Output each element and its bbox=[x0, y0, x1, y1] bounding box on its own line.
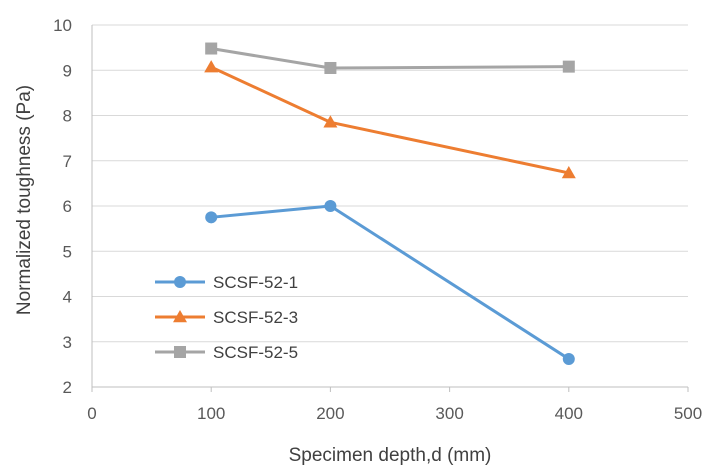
legend: SCSF-52-1 SCSF-52-3 SCSF-52-5 bbox=[155, 273, 298, 362]
legend-label: SCSF-52-5 bbox=[213, 343, 298, 362]
y-tick-label: 4 bbox=[63, 288, 72, 307]
axes bbox=[91, 25, 689, 392]
series-group bbox=[204, 42, 576, 365]
gridlines bbox=[92, 24, 688, 343]
series-SCSF-52-3 bbox=[204, 60, 576, 179]
data-point bbox=[324, 61, 337, 74]
series-SCSF-52-5 bbox=[205, 42, 575, 74]
y-tick-label: 2 bbox=[63, 378, 72, 397]
x-tick-label: 100 bbox=[197, 404, 225, 423]
data-point bbox=[324, 200, 337, 212]
data-point bbox=[205, 42, 218, 55]
y-axis-title: Normalized toughness (Pa) bbox=[14, 85, 35, 315]
legend-label: SCSF-52-1 bbox=[213, 273, 298, 292]
legend-item: SCSF-52-1 bbox=[155, 273, 298, 292]
data-point bbox=[323, 115, 338, 128]
data-point bbox=[561, 165, 576, 179]
series-line bbox=[210, 65, 570, 175]
x-tick-label: 200 bbox=[316, 404, 344, 423]
y-tick-label: 6 bbox=[63, 197, 72, 216]
x-tick-label: 300 bbox=[435, 404, 463, 423]
data-point bbox=[205, 211, 218, 224]
x-tick-label: 0 bbox=[87, 404, 96, 423]
legend-item: SCSF-52-5 bbox=[155, 343, 298, 362]
y-tick-label: 7 bbox=[63, 152, 72, 171]
series-line bbox=[210, 47, 569, 70]
data-point bbox=[562, 60, 575, 73]
data-point bbox=[204, 60, 219, 73]
x-axis-title: Specimen depth,d (mm) bbox=[289, 445, 492, 466]
x-tick-label: 400 bbox=[555, 404, 583, 423]
legend-marker bbox=[174, 346, 186, 358]
y-tick-label: 3 bbox=[63, 333, 72, 352]
y-tick-label: 9 bbox=[63, 61, 72, 80]
x-tick-label: 500 bbox=[674, 404, 702, 423]
legend-label: SCSF-52-3 bbox=[213, 308, 298, 327]
y-tick-label: 10 bbox=[53, 16, 72, 35]
data-point bbox=[562, 352, 575, 365]
legend-marker bbox=[173, 310, 187, 323]
y-tick-label: 5 bbox=[63, 242, 72, 261]
legend-item: SCSF-52-3 bbox=[155, 308, 298, 327]
y-tick-labels: 2 3 4 5 6 7 8 9 10 bbox=[53, 16, 72, 397]
series-SCSF-52-1 bbox=[205, 200, 575, 365]
y-tick-label: 8 bbox=[63, 107, 72, 126]
legend-marker bbox=[174, 276, 186, 288]
x-tick-labels: 0 100 200 300 400 500 bbox=[87, 404, 702, 423]
